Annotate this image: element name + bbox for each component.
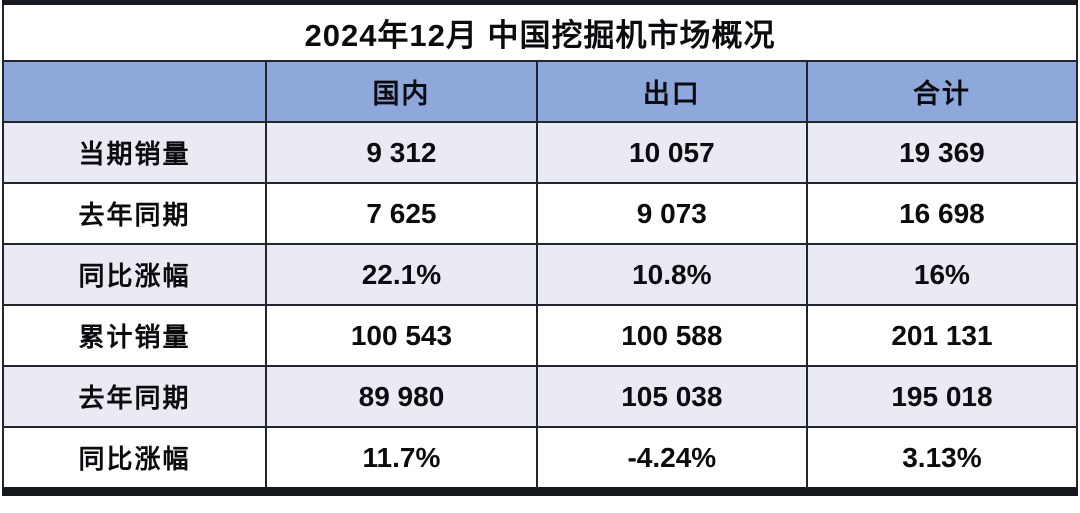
table-row-current-sales: 当期销量 9 312 10 057 19 369 (1, 121, 1079, 184)
row-label: 当期销量 (1, 121, 268, 184)
cell-domestic: 7 625 (265, 182, 538, 245)
column-header-row: 国内 出口 合计 (1, 60, 1079, 123)
cell-domestic: 9 312 (265, 121, 538, 184)
header-total: 合计 (805, 60, 1079, 123)
header-blank-cell (1, 60, 268, 123)
cell-total: 195 018 (805, 365, 1079, 428)
table-row-cumulative-yoy-change: 同比涨幅 11.7% -4.24% 3.13% (1, 426, 1079, 493)
header-export: 出口 (535, 60, 808, 123)
row-label: 去年同期 (1, 365, 268, 428)
cell-export: -4.24% (535, 426, 808, 493)
cell-domestic: 22.1% (265, 243, 538, 306)
cell-total: 16% (805, 243, 1079, 306)
cell-export: 105 038 (535, 365, 808, 428)
cell-export: 9 073 (535, 182, 808, 245)
table-title: 2024年12月 中国挖掘机市场概况 (2, 1, 1078, 62)
row-label: 去年同期 (1, 182, 268, 245)
cell-total: 201 131 (805, 304, 1079, 367)
market-overview-table: 2024年12月 中国挖掘机市场概况 国内 出口 合计 当期销量 9 312 1… (1, 0, 1079, 496)
cell-total: 16 698 (805, 182, 1079, 245)
cell-domestic: 100 543 (265, 304, 538, 367)
cell-total: 19 369 (805, 121, 1079, 184)
row-label: 累计销量 (1, 304, 268, 367)
cell-export: 10.8% (535, 243, 808, 306)
table-row-yoy-change: 同比涨幅 22.1% 10.8% 16% (1, 243, 1079, 306)
table-row-cumulative-sales: 累计销量 100 543 100 588 201 131 (1, 304, 1079, 367)
cell-total: 3.13% (805, 426, 1079, 493)
cell-domestic: 89 980 (265, 365, 538, 428)
table-row-last-year-same-period: 去年同期 7 625 9 073 16 698 (1, 182, 1079, 245)
table-row-last-year-cumulative: 去年同期 89 980 105 038 195 018 (1, 365, 1079, 428)
header-domestic: 国内 (265, 60, 538, 123)
cell-export: 100 588 (535, 304, 808, 367)
title-row: 2024年12月 中国挖掘机市场概况 (2, 1, 1078, 62)
cell-domestic: 11.7% (265, 426, 538, 493)
row-label: 同比涨幅 (1, 243, 268, 306)
row-label: 同比涨幅 (1, 426, 268, 493)
cell-export: 10 057 (535, 121, 808, 184)
